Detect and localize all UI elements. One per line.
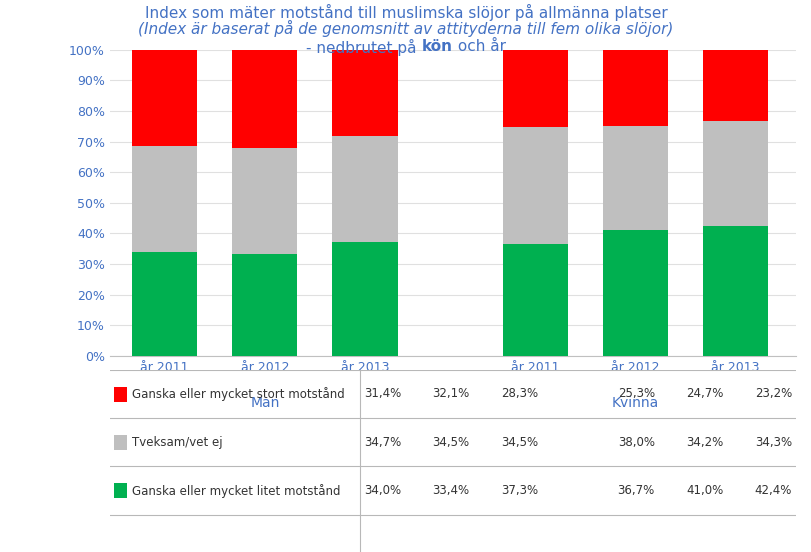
Bar xyxy=(332,136,397,242)
Text: Ganska eller mycket stort motstånd: Ganska eller mycket stort motstånd xyxy=(131,387,344,401)
Bar xyxy=(232,50,297,148)
Bar xyxy=(132,146,197,252)
Bar xyxy=(702,121,767,226)
Text: 24,7%: 24,7% xyxy=(685,388,723,401)
Bar xyxy=(702,226,767,356)
Text: 36,7%: 36,7% xyxy=(617,484,654,497)
Text: 34,3%: 34,3% xyxy=(754,436,791,449)
Bar xyxy=(232,148,297,254)
Text: 34,5%: 34,5% xyxy=(432,436,469,449)
Bar xyxy=(332,49,397,136)
Text: 38,0%: 38,0% xyxy=(617,436,654,449)
Text: 25,3%: 25,3% xyxy=(617,388,654,401)
Text: 34,2%: 34,2% xyxy=(685,436,723,449)
Text: 31,4%: 31,4% xyxy=(363,388,401,401)
Bar xyxy=(114,387,127,402)
Text: 42,4%: 42,4% xyxy=(754,484,792,497)
Text: Index som mäter motstånd till muslimska slöjor på allmänna platser: Index som mäter motstånd till muslimska … xyxy=(144,4,667,21)
Text: 32,1%: 32,1% xyxy=(431,388,469,401)
Text: 41,0%: 41,0% xyxy=(685,484,723,497)
Text: och år: och år xyxy=(452,39,505,54)
Bar xyxy=(702,50,767,121)
Text: 33,4%: 33,4% xyxy=(432,484,469,497)
Bar xyxy=(114,483,127,498)
Bar xyxy=(332,242,397,356)
Bar xyxy=(603,230,667,356)
Text: Man: Man xyxy=(250,396,279,410)
Bar xyxy=(502,127,567,243)
Text: 34,0%: 34,0% xyxy=(363,484,401,497)
Text: 23,2%: 23,2% xyxy=(754,388,791,401)
Bar xyxy=(132,252,197,356)
Text: (Index är baserat på de genomsnitt av attityderna till fem olika slöjor): (Index är baserat på de genomsnitt av at… xyxy=(138,20,673,38)
Bar xyxy=(114,435,127,450)
Text: 28,3%: 28,3% xyxy=(500,388,538,401)
Bar xyxy=(132,49,197,146)
Text: 34,7%: 34,7% xyxy=(363,436,401,449)
Text: kön: kön xyxy=(421,39,452,54)
Text: - nedbrutet på: - nedbrutet på xyxy=(306,39,421,56)
Text: Tveksam/vet ej: Tveksam/vet ej xyxy=(131,436,222,449)
Bar xyxy=(603,50,667,126)
Bar xyxy=(502,243,567,356)
Text: Ganska eller mycket litet motstånd: Ganska eller mycket litet motstånd xyxy=(131,484,340,497)
Bar xyxy=(232,254,297,356)
Text: 34,5%: 34,5% xyxy=(500,436,538,449)
Bar xyxy=(603,126,667,230)
Text: Kvinna: Kvinna xyxy=(611,396,659,410)
Text: 37,3%: 37,3% xyxy=(500,484,538,497)
Bar xyxy=(502,50,567,127)
